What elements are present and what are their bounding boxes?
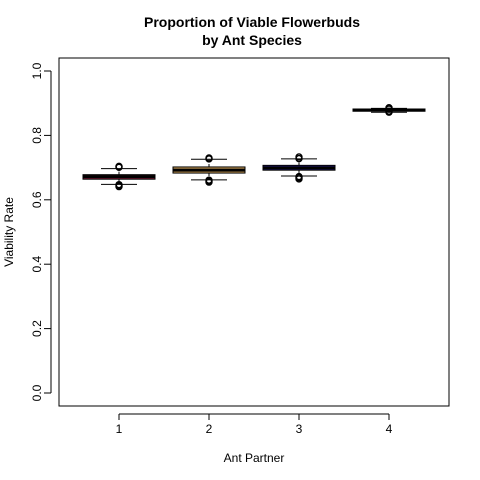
y-tick-label: 0.2	[30, 320, 44, 337]
x-axis: 1 2 3 4	[116, 413, 393, 436]
outlier-point	[295, 153, 303, 161]
box-2	[172, 154, 246, 186]
outlier-point	[115, 180, 123, 189]
x-axis-label: Ant Partner	[224, 451, 285, 465]
box-1	[82, 162, 156, 191]
chart-title-line-1: Proportion of Viable Flowerbuds	[144, 14, 360, 30]
y-axis-label: Viability Rate	[2, 197, 16, 267]
outlier-point	[385, 107, 393, 115]
y-tick-label: 0.0	[30, 384, 44, 401]
y-axis: 0.0 0.2 0.4 0.6 0.8 1.0	[30, 62, 52, 401]
y-tick-label: 0.8	[30, 127, 44, 144]
outlier-point	[295, 172, 303, 181]
box-4	[352, 104, 426, 116]
plot-frame	[58, 57, 450, 407]
x-tick-label: 2	[206, 422, 213, 436]
boxes	[82, 104, 426, 191]
y-tick-label: 0.6	[30, 191, 44, 208]
outlier-point	[385, 104, 393, 112]
chart-title-line-2: by Ant Species	[202, 32, 302, 48]
x-tick-label: 1	[116, 422, 123, 436]
x-tick-label: 4	[386, 422, 393, 436]
x-tick-label: 3	[296, 422, 303, 436]
outlier-point	[115, 162, 123, 171]
outlier-point	[205, 154, 213, 162]
outlier-point	[205, 176, 213, 184]
y-tick-label: 0.4	[30, 256, 44, 273]
box-3	[262, 153, 336, 183]
y-tick-label: 1.0	[30, 62, 44, 79]
